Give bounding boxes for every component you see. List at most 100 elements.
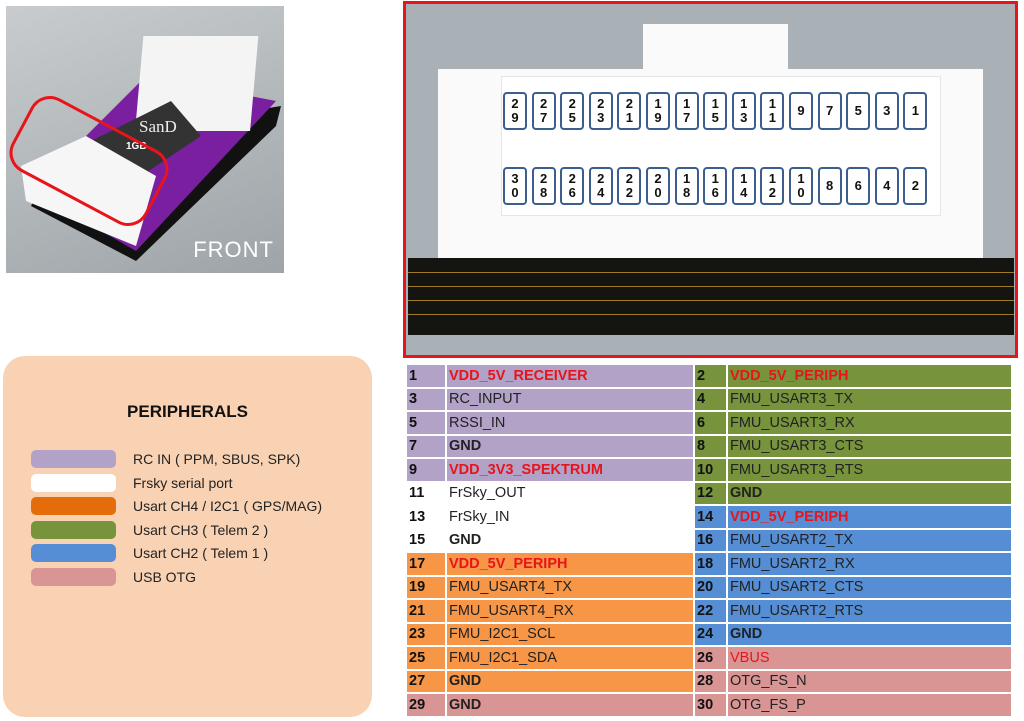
pin-signal: FMU_USART3_RTS <box>728 459 1013 483</box>
pin-signal: RC_INPUT <box>447 388 695 412</box>
pin-number: 2 <box>768 185 776 200</box>
pin-signal: FMU_USART4_TX <box>447 576 695 600</box>
connector-latch <box>643 24 788 84</box>
pin-number: 4 <box>597 185 605 200</box>
pin-number: 3 <box>883 103 891 118</box>
legend-item: RC IN ( PPM, SBUS, SPK) <box>31 449 300 469</box>
pin-signal: FMU_USART2_RX <box>728 553 1013 577</box>
pin-number: 0 <box>797 185 805 200</box>
pin-number: 1 <box>768 110 776 125</box>
pin-number: 12 <box>695 482 728 506</box>
legend-swatch <box>31 473 116 492</box>
pin-number: 8 <box>682 185 691 200</box>
connector-pin-5: 5 <box>846 92 871 130</box>
table-row: 13 FrSky_IN 14 VDD_5V_PERIPH <box>407 506 1013 530</box>
legend-title: PERIPHERALS <box>127 402 248 421</box>
connector-pin-4: 4 <box>874 167 899 205</box>
pin-number: 4 <box>740 185 748 200</box>
legend-swatch <box>31 497 116 515</box>
table-row: 27 GND 28 OTG_FS_N <box>407 670 1013 694</box>
table-row: 25 FMU_I2C1_SDA 26 VBUS <box>407 647 1013 671</box>
legend-item: Usart CH4 / I2C1 ( GPS/MAG) <box>31 496 322 516</box>
pin-number: 3 <box>407 388 447 412</box>
pcb-edge <box>408 258 1014 335</box>
pin-signal: RSSI_IN <box>447 412 695 436</box>
pin-signal: GND <box>447 694 695 718</box>
table-row: 7 GND 8 FMU_USART3_CTS <box>407 435 1013 459</box>
pin-number: 2 <box>568 171 576 186</box>
legend-item: Frsky serial port <box>31 473 233 493</box>
table-row: 1 VDD_5V_RECEIVER 2 VDD_5V_PERIPH <box>407 365 1013 389</box>
legend-label: RC IN ( PPM, SBUS, SPK) <box>133 451 301 467</box>
table-row: 9 VDD_3V3_SPEKTRUM 10 FMU_USART3_RTS <box>407 459 1013 483</box>
pin-number: 9 <box>407 459 447 483</box>
pin-number: 11 <box>407 482 447 506</box>
legend-item: USB OTG <box>31 567 196 587</box>
connector-pin-6: 6 <box>846 167 871 205</box>
connector-pin-1: 1 <box>903 92 928 130</box>
connector-pin-3: 3 <box>874 92 899 130</box>
table-row: 29 GND 30 OTG_FS_P <box>407 694 1013 718</box>
pin-number: 7 <box>407 435 447 459</box>
chip-size: 1GB <box>126 141 147 152</box>
pin-number: 1 <box>682 96 691 111</box>
pin-signal: GND <box>447 435 695 459</box>
pin-number: 24 <box>695 623 728 647</box>
legend-label: Usart CH4 / I2C1 ( GPS/MAG) <box>133 498 323 514</box>
table-row: 21 FMU_USART4_RX 22 FMU_USART2_RTS <box>407 600 1013 624</box>
pin-signal: GND <box>728 482 1013 506</box>
pin-signal: FMU_I2C1_SCL <box>447 623 695 647</box>
pin-number: 9 <box>511 110 519 125</box>
pin-number: 1 <box>740 171 748 186</box>
pin-number: 1 <box>911 103 919 118</box>
pin-number: 8 <box>825 178 834 193</box>
pin-signal: FMU_USART3_CTS <box>728 435 1013 459</box>
pin-number: 2 <box>568 96 576 111</box>
pin-number: 1 <box>768 171 776 186</box>
pin-signal: FMU_USART4_RX <box>447 600 695 624</box>
pin-number: 2 <box>539 171 548 186</box>
legend-item: Usart CH2 ( Telem 1 ) <box>31 543 268 563</box>
pin-number: 21 <box>407 600 447 624</box>
pin-signal: FMU_USART2_CTS <box>728 576 1013 600</box>
pin-signal: VDD_5V_PERIPH <box>447 553 695 577</box>
pin-number: 20 <box>695 576 728 600</box>
legend-label: Usart CH2 ( Telem 1 ) <box>133 545 269 561</box>
peripherals-legend: PERIPHERALS RC IN ( PPM, SBUS, SPK) Frsky… <box>3 356 372 717</box>
connector-pin-7: 7 <box>817 92 842 130</box>
table-row: 11 FrSky_OUT 12 GND <box>407 482 1013 506</box>
board-render-image: SanD 1GB FRONT <box>6 6 284 273</box>
pin-number: 3 <box>597 110 605 125</box>
pin-number: 2 <box>695 365 728 389</box>
board-illustration: SanD 1GB <box>9 36 281 261</box>
legend-label: Usart CH3 ( Telem 2 ) <box>133 521 269 538</box>
pin-signal: GND <box>728 623 1013 647</box>
pin-number: 27 <box>407 670 447 694</box>
pin-number: 2 <box>625 185 633 200</box>
pin-signal: FMU_USART3_RX <box>728 412 1013 436</box>
pin-number: 3 <box>511 171 519 186</box>
legend-swatch <box>31 450 116 468</box>
pin-number: 2 <box>511 96 519 111</box>
pin-number: 0 <box>511 185 519 200</box>
pin-number: 7 <box>825 103 834 118</box>
pin-number: 1 <box>625 110 633 125</box>
pin-number: 1 <box>711 96 719 111</box>
pin-number: 13 <box>407 506 447 530</box>
pin-number: 7 <box>539 110 548 125</box>
pin-number: 8 <box>695 435 728 459</box>
connector-pin-8: 8 <box>817 167 842 205</box>
pin-signal: GND <box>447 529 695 553</box>
pin-signal: VDD_5V_PERIPH <box>728 365 1013 389</box>
table-row: 5 RSSI_IN 6 FMU_USART3_RX <box>407 412 1013 436</box>
legend-item: Usart CH3 ( Telem 2 ) <box>31 520 268 540</box>
table-row: 15 GND 16 FMU_USART2_TX <box>407 529 1013 553</box>
